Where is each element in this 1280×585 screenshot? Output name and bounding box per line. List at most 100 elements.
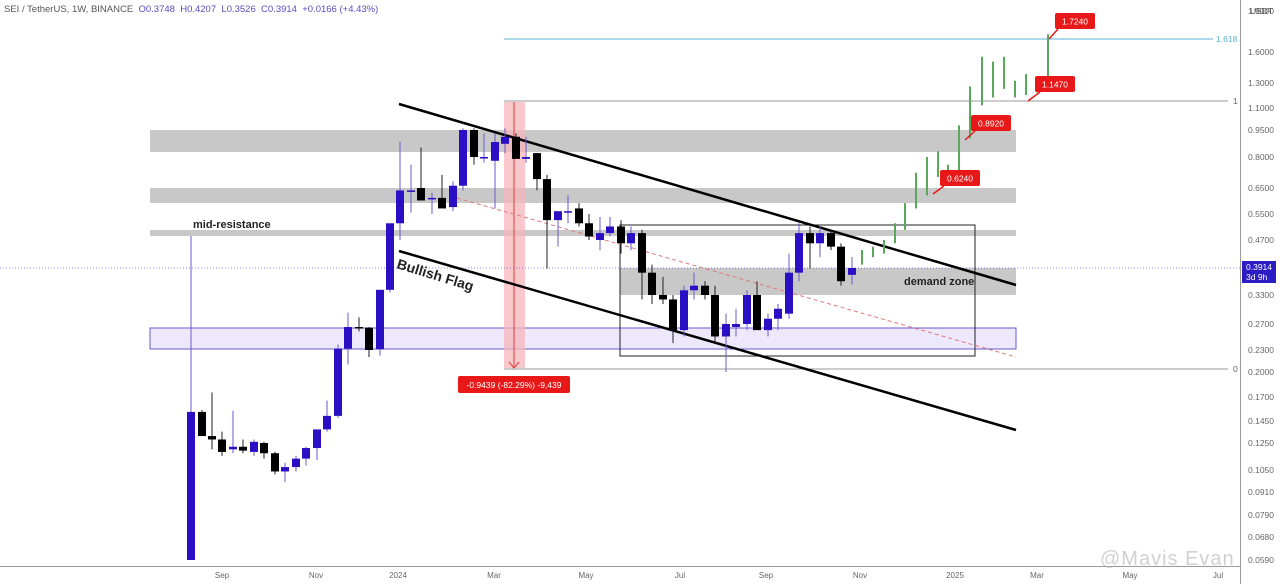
candle <box>743 295 751 324</box>
candle <box>239 446 247 451</box>
zone-resistance-top <box>150 130 1016 152</box>
time-axis[interactable]: Sep Nov 2024 Mar May Jul Sep Nov 2025 Mar May Jul <box>0 566 1240 585</box>
candle <box>386 223 394 290</box>
price-tick: 1.9000 <box>1248 6 1274 16</box>
svg-text:1.7240: 1.7240 <box>1062 17 1088 27</box>
chart-canvas[interactable]: 1.618 1 0 mid-resistance Bullish Flag de… <box>0 0 1240 566</box>
price-zones <box>149 130 1017 350</box>
candle <box>313 429 321 449</box>
candle <box>417 188 425 201</box>
zone-support <box>149 327 1017 350</box>
range-box <box>619 224 976 357</box>
candle <box>407 190 415 192</box>
time-tick: Jul <box>674 571 686 580</box>
candle <box>690 285 698 291</box>
price-tick: 0.2000 <box>1248 367 1274 377</box>
target-callout-0892: 0.8920 <box>964 115 1011 141</box>
svg-text:0.6240: 0.6240 <box>947 174 973 184</box>
candle <box>208 436 216 440</box>
candle <box>837 246 845 282</box>
time-tick: May <box>578 571 594 580</box>
candle <box>732 324 740 328</box>
dashed-trendline <box>449 195 1017 358</box>
candle <box>827 233 835 247</box>
price-tick: 0.0590 <box>1248 555 1274 565</box>
time-tick: Sep <box>214 571 230 580</box>
candle <box>806 233 814 244</box>
candle <box>344 327 352 349</box>
svg-text:1.1470: 1.1470 <box>1042 80 1068 90</box>
candle <box>438 197 446 209</box>
ohlc-low: L0.3526 <box>221 4 256 15</box>
fib-1618-label: 1.618 <box>1216 34 1238 44</box>
candle <box>271 453 279 472</box>
symbol-legend: SEI / TetherUS, 1W, BINANCE O0.3748 H0.4… <box>4 4 378 15</box>
candle <box>638 233 646 273</box>
candle <box>648 272 656 295</box>
price-axis[interactable]: USDT 1.9000 1.6000 1.3000 1.1000 0.9500 0.800… <box>1240 0 1280 584</box>
current-price-badge: 0.3914 3d 9h <box>1242 261 1276 283</box>
price-tick: 0.0680 <box>1248 532 1274 542</box>
candle <box>816 233 824 244</box>
measure-label: -0.9439 (-82.29%) -9,439 <box>467 380 562 390</box>
candle <box>764 318 772 331</box>
candle <box>470 130 478 157</box>
price-tick: 0.1450 <box>1248 416 1274 426</box>
projection-path <box>861 34 1049 265</box>
candle <box>480 157 488 159</box>
currency-unit: USDT <box>1250 6 1274 16</box>
target-callout-0624: 0.6240 <box>932 170 980 195</box>
candle <box>334 348 342 416</box>
candle <box>260 443 268 454</box>
price-tick: 0.4700 <box>1248 235 1274 245</box>
candle <box>533 153 541 180</box>
candlesticks <box>187 128 856 560</box>
candle <box>848 268 856 275</box>
time-tick: Nov <box>852 571 868 580</box>
ohlc-close: C0.3914 <box>261 4 297 15</box>
bar-countdown: 3d 9h <box>1246 272 1268 282</box>
candle <box>449 185 457 208</box>
symbol-title: SEI / TetherUS, 1W, BINANCE <box>4 4 134 15</box>
target-callout-1724: 1.7240 <box>1048 13 1095 40</box>
price-tick: 0.1250 <box>1248 438 1274 448</box>
time-tick: Mar <box>487 571 501 580</box>
zone-mid-resistance <box>150 230 1016 236</box>
time-tick: Sep <box>758 571 774 580</box>
candle <box>355 327 363 329</box>
candle <box>659 295 667 300</box>
candle <box>218 439 226 452</box>
candle <box>522 157 530 159</box>
measure-label-box <box>458 376 570 393</box>
ohlc-high: H0.4207 <box>180 4 217 15</box>
candle <box>554 211 562 221</box>
candle <box>774 308 782 319</box>
candle <box>396 190 404 224</box>
zone-resistance-2 <box>150 188 1016 203</box>
candle <box>187 411 195 560</box>
candle <box>785 272 793 314</box>
price-tick: 0.2300 <box>1248 345 1274 355</box>
price-tick: 0.0910 <box>1248 487 1274 497</box>
candle <box>250 441 258 452</box>
candle <box>512 136 520 159</box>
candle <box>302 448 310 459</box>
watermark: @Mavis Evan <box>1100 548 1235 570</box>
candle <box>680 290 688 331</box>
candle <box>627 233 635 244</box>
price-tick: 0.1700 <box>1248 392 1274 402</box>
candle <box>501 136 509 144</box>
channel-upper-line <box>398 102 1017 287</box>
price-tick: 0.2700 <box>1248 319 1274 329</box>
svg-text:0.8920: 0.8920 <box>978 119 1004 129</box>
demand-zone-label: demand zone <box>904 276 974 288</box>
candle <box>564 211 572 213</box>
candle <box>596 233 604 240</box>
price-tick: 0.6500 <box>1248 183 1274 193</box>
candle <box>711 295 719 337</box>
time-tick: Jul <box>1212 571 1224 580</box>
time-tick: Mar <box>1030 571 1044 580</box>
candle <box>543 179 551 221</box>
candle <box>198 411 206 437</box>
candle <box>323 415 331 430</box>
